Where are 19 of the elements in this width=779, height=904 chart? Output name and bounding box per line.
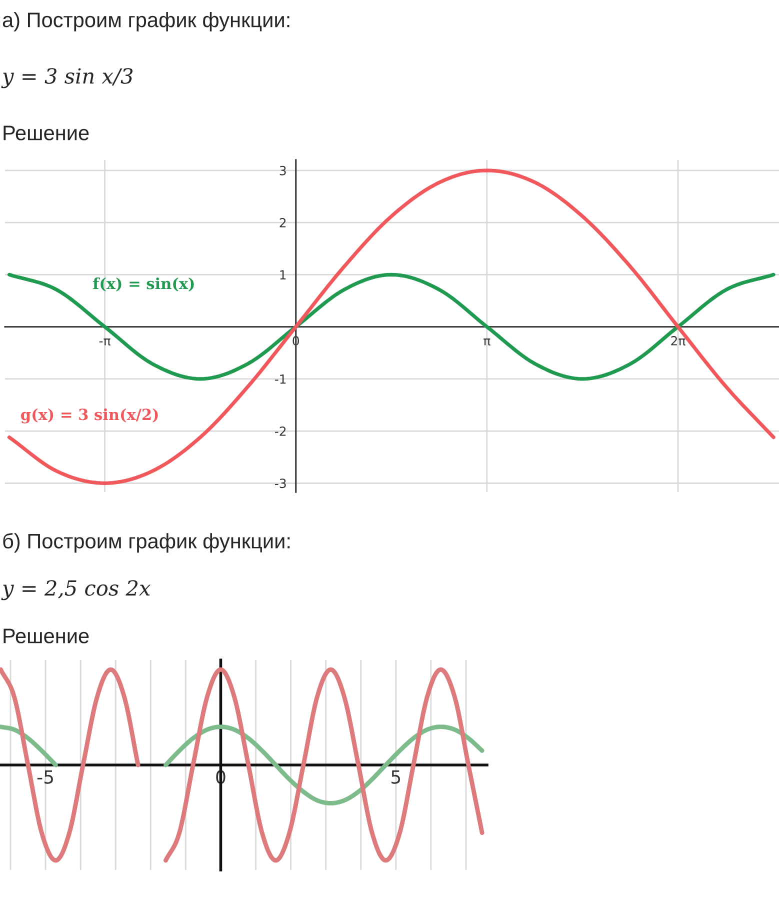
y-tick-label: -2 (274, 426, 286, 436)
text: Решение (4, 126, 89, 140)
y-tick-label: 3 (280, 166, 286, 176)
x-tick-label: 5 (392, 770, 400, 784)
chart-subtitle: y = 3 sin x/3 (1, 68, 132, 88)
x-tick-label: -π (99, 338, 110, 346)
x-tick-label: -5 (37, 770, 53, 784)
text: Решение (4, 628, 89, 644)
series-label: g(x) = 3 sin(x/2) (21, 408, 158, 424)
y-tick-label: -1 (274, 374, 286, 384)
chart-subtitle: y = 2,5 cos 2x (1, 580, 150, 600)
chart-title: а) Построим график функции: (2, 12, 290, 32)
chart-title: б) Построим график функции: (3, 533, 290, 553)
x-tick-label: π (484, 338, 490, 346)
series-label: f(x) = sin(x) (93, 277, 194, 292)
y-tick-label: 1 (280, 270, 286, 280)
y-tick-label: -3 (274, 478, 286, 488)
y-tick-label: 2 (280, 218, 286, 228)
x-tick-label: 2π (671, 336, 686, 346)
